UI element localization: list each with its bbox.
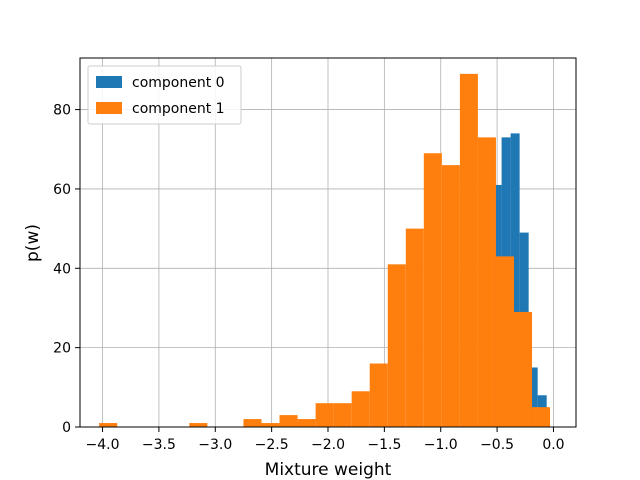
histogram-bar-series-1	[441, 165, 460, 427]
histogram-bar-series-0	[528, 367, 538, 427]
y-tick-label: 60	[53, 182, 71, 198]
histogram-bar-series-1	[405, 228, 424, 427]
histogram-bar-series-1	[99, 423, 118, 427]
legend-swatch	[96, 76, 122, 88]
histogram-bar-series-1	[261, 423, 280, 427]
histogram-bar-series-1	[297, 419, 316, 427]
y-tick-label: 0	[62, 420, 71, 436]
axis-ticks: −4.0 −3.5 −3.0 −2.5 −2.0 −1.5 −1.0 −0.5 0.0 0 20 40…	[53, 103, 564, 453]
y-tick-label: 80	[53, 103, 71, 119]
x-tick-label: −3.5	[142, 437, 176, 453]
x-tick-label: −1.0	[424, 437, 458, 453]
y-axis-label: p(w)	[23, 224, 43, 262]
histogram-bar-series-1	[387, 264, 406, 427]
legend: component 0 component 1	[87, 65, 242, 125]
legend-swatch	[96, 102, 122, 114]
histogram-bar-series-1	[333, 403, 352, 427]
x-tick-label: −2.5	[255, 437, 289, 453]
x-tick-label: −0.5	[480, 437, 514, 453]
histogram-bar-series-1	[532, 407, 551, 427]
histogram-bar-series-1	[351, 391, 370, 427]
histogram-bar-series-1	[514, 311, 533, 427]
legend-label: component 0	[132, 75, 225, 91]
y-tick-label: 40	[53, 261, 71, 277]
x-tick-label: −2.0	[311, 437, 345, 453]
legend-box	[87, 65, 242, 125]
x-tick-label: 0.0	[542, 437, 564, 453]
x-tick-label: −3.0	[198, 437, 232, 453]
histogram-bar-series-1	[315, 403, 334, 427]
histogram-bars	[99, 73, 551, 428]
histogram-bar-series-1	[369, 363, 388, 427]
histogram-bar-series-1	[477, 137, 496, 427]
histogram-bar-series-1	[495, 256, 514, 427]
x-tick-label: −4.0	[86, 437, 120, 453]
histogram-bar-series-0	[510, 133, 520, 428]
histogram-bar-series-1	[279, 415, 298, 427]
histogram-bar-series-1	[459, 73, 478, 427]
histogram-bar-series-1	[189, 423, 208, 427]
legend-label: component 1	[132, 101, 225, 117]
x-tick-label: −1.5	[367, 437, 401, 453]
histogram-bar-series-1	[243, 419, 262, 427]
y-tick-label: 20	[53, 341, 71, 357]
histogram-bar-series-1	[423, 153, 442, 427]
x-axis-label: Mixture weight	[265, 460, 392, 480]
